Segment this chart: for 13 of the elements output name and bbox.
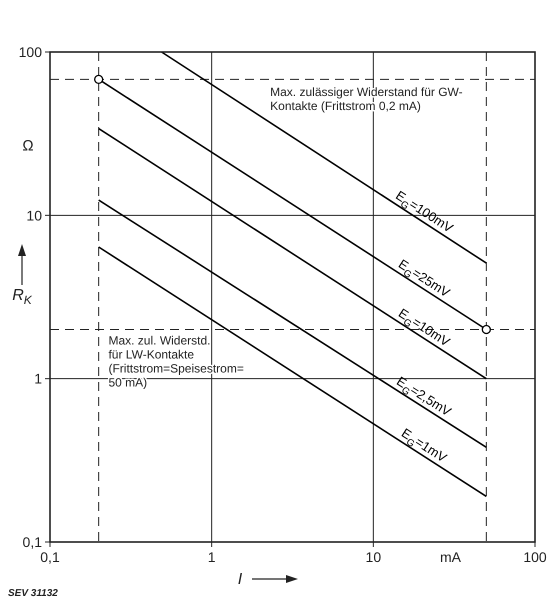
text: SEV 31132 [8, 588, 58, 599]
text: mA [440, 549, 462, 565]
x-tick-label: 1 [208, 549, 216, 565]
text: Ω [22, 137, 34, 154]
y-tick-label: 1 [34, 370, 42, 387]
x-axis-title: I [238, 571, 243, 588]
x-tick-label: 0,1 [40, 549, 60, 565]
y-axis-title: R$_{K}$ [12, 287, 33, 307]
y-tick-label: 100 [18, 44, 42, 60]
y-tick-label: 10 [26, 207, 42, 224]
x-tick-label: 100 [523, 549, 547, 565]
y-tick-label: 0,1 [22, 534, 42, 550]
x-tick-label: 10 [366, 549, 382, 565]
